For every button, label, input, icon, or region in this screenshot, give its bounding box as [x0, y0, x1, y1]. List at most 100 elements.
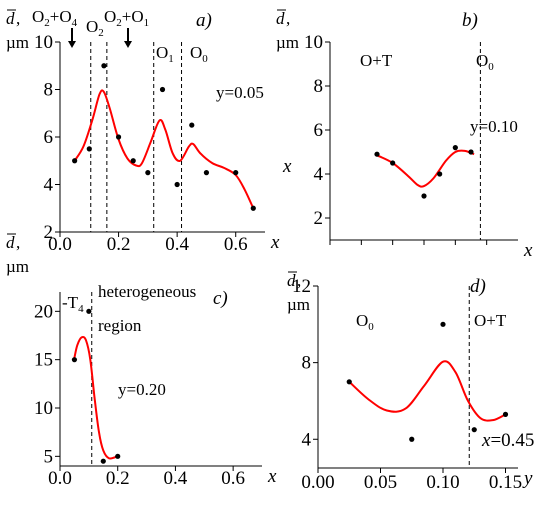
y-label-unit: µm [6, 257, 29, 276]
region-label: -T4 [62, 293, 84, 315]
data-point [468, 149, 474, 155]
composition-annotation: y=0.20 [118, 380, 166, 399]
data-point [440, 321, 446, 327]
fit-curve [73, 89, 255, 209]
panel-b: 2 4 6 8 10 x d , µm x b) O+T O0 y=0.10 [276, 9, 533, 261]
region-label: O+T [360, 51, 393, 70]
composition-annotation: y=0.10 [470, 117, 518, 136]
region-label: region [98, 316, 142, 335]
region-label: O+T [474, 311, 507, 330]
phase-label: O0 [190, 43, 208, 65]
y-axis-label: d , µm [276, 9, 299, 52]
y-tick-label: 6 [314, 120, 324, 141]
data-point [189, 122, 195, 128]
y-tick-label: 4 [44, 175, 54, 196]
y-axis-label: d , µm [287, 271, 310, 314]
fit-curve [73, 335, 119, 460]
x-tick-label: 0.2 [107, 234, 131, 255]
data-point [159, 86, 166, 93]
panel-label: d) [470, 276, 486, 297]
x-tick-label: 0.0 [48, 234, 72, 255]
x-tick-label: 0.05 [364, 472, 397, 493]
x-tick-label: 0.00 [301, 472, 334, 493]
panel-label: c) [213, 288, 228, 309]
data-point [115, 453, 121, 459]
phase-label: O2+O4 [32, 7, 78, 29]
x-tick-label: 0.6 [224, 234, 248, 255]
y-label-symbol: d [287, 271, 296, 290]
y-tick-label: 2 [44, 222, 54, 243]
region-label: O0 [476, 51, 494, 73]
data-point [86, 146, 92, 152]
y-tick-label: 10 [34, 32, 53, 53]
y-axis-var-label: x [282, 156, 292, 177]
data-point [471, 427, 477, 433]
y-tick-label: 6 [44, 127, 54, 148]
y-tick-label: 10 [304, 32, 323, 53]
y-tick-label: 12 [292, 276, 311, 297]
y-label-unit: µm [6, 33, 29, 52]
y-label-comma: , [297, 271, 301, 290]
data-point [437, 171, 443, 177]
x-axis-label: y [522, 468, 533, 489]
x-tick-label: 0.15 [489, 472, 522, 493]
y-label-symbol: d [276, 9, 285, 28]
y-axis-label: d , µm [6, 9, 29, 52]
panel-c: 0.0 0.2 0.4 0.6 5 10 15 20 x d , µm c) -T4 heterogeneo… [6, 233, 277, 489]
y-tick-label: 4 [314, 164, 324, 185]
data-point [374, 151, 380, 157]
fit-curve [348, 360, 506, 422]
y-label-comma: , [16, 9, 20, 28]
y-label-symbol: d [6, 233, 15, 252]
data-point [101, 63, 107, 69]
y-tick-label: 2 [314, 208, 324, 229]
y-label-comma: , [286, 9, 290, 28]
arrow-head [68, 41, 76, 48]
composition-annotation: y=0.05 [216, 83, 264, 102]
data-point [452, 145, 458, 151]
x-tick-label: 0.6 [221, 468, 245, 489]
data-point [130, 158, 136, 164]
x-tick-label: 0.10 [426, 472, 459, 493]
region-label: O0 [356, 311, 374, 333]
phase-label: O2 [86, 17, 104, 39]
region-label: heterogeneous [98, 282, 196, 301]
y-tick-label: 8 [314, 76, 324, 97]
y-tick-label: 8 [44, 80, 54, 101]
y-tick-label: 4 [302, 429, 312, 450]
y-label-unit: µm [276, 33, 299, 52]
y-tick-label: 5 [44, 446, 54, 467]
panel-label: a) [196, 10, 212, 31]
data-point [203, 170, 210, 176]
x-tick-label: 0.0 [48, 468, 72, 489]
data-point [115, 134, 122, 140]
data-point [86, 308, 92, 314]
data-point [250, 205, 256, 211]
panel-label: b) [462, 10, 478, 31]
x-tick-label: 0.4 [164, 468, 188, 489]
y-tick-label: 15 [34, 350, 53, 371]
data-point [409, 436, 415, 442]
data-point [390, 160, 396, 166]
x-axis-label: x [267, 466, 277, 487]
panel-d: 0.00 0.05 0.10 0.15 4 8 12 y d , µm d) O0 O+T x=0.45 [287, 271, 534, 493]
composition-annotation: x=0.45 [481, 430, 534, 451]
y-label-symbol: d [6, 9, 15, 28]
y-label-comma: , [16, 233, 20, 252]
x-tick-label: 0.2 [106, 468, 130, 489]
data-point [233, 170, 239, 176]
data-point [174, 181, 180, 188]
y-tick-label: 10 [34, 398, 53, 419]
data-point [71, 357, 78, 363]
y-tick-label: 20 [34, 301, 53, 322]
phase-label: O2+O1 [104, 7, 149, 29]
arrow-head [124, 41, 132, 48]
data-point [346, 379, 352, 385]
fit-curve [376, 149, 475, 188]
data-point [100, 458, 106, 464]
y-axis-label: d , µm [6, 233, 29, 276]
y-label-unit: µm [287, 295, 310, 314]
data-point [145, 170, 151, 176]
